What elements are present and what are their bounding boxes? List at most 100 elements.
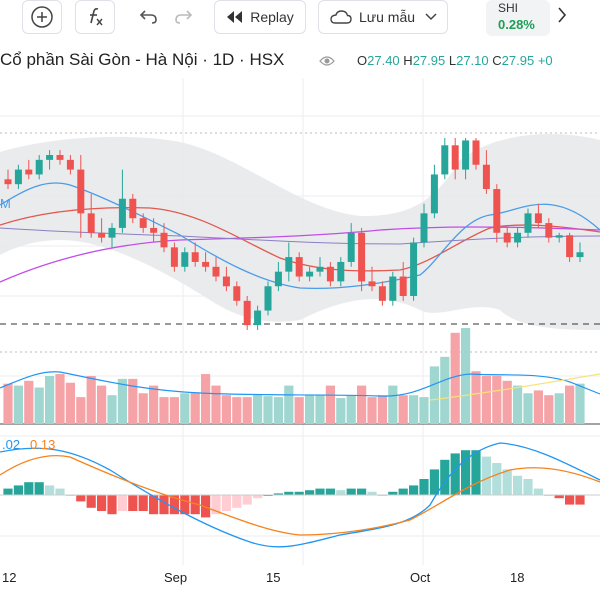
- redo-icon[interactable]: [170, 0, 196, 34]
- macd-bar: [315, 488, 325, 495]
- macd-bar: [169, 495, 179, 515]
- x-axis-label-12: 12: [2, 570, 17, 585]
- macd-bar: [502, 469, 512, 495]
- candle-body: [150, 227, 158, 233]
- candle-body: [441, 145, 449, 175]
- macd-line: [0, 442, 600, 548]
- volume-bar: [13, 385, 23, 424]
- volume-bar: [45, 376, 55, 424]
- volume-bar: [97, 385, 107, 424]
- ticker-badge[interactable]: SHI 0.28%: [486, 0, 550, 36]
- x-axis-label-sep: Sep: [164, 570, 188, 585]
- ma-purple-line: [0, 226, 600, 283]
- volume-bar: [128, 378, 138, 424]
- macd-bar: [3, 488, 13, 495]
- volume-bar: [65, 382, 75, 424]
- candle-body: [4, 179, 12, 185]
- macd-bar: [481, 456, 491, 495]
- volume-bar: [377, 395, 387, 424]
- candle-body: [347, 232, 355, 262]
- macd-bar: [492, 463, 502, 495]
- macd-bar: [180, 495, 190, 515]
- candle-body: [87, 213, 95, 233]
- candle-body: [25, 169, 33, 175]
- volume-bar: [24, 380, 34, 424]
- volume-ma-line: [0, 371, 600, 397]
- cloud-icon: [330, 10, 352, 24]
- volume-bar: [190, 392, 200, 424]
- candle-body: [139, 218, 147, 228]
- candlestick-series: [4, 138, 584, 330]
- macd-bar: [419, 479, 429, 495]
- macd-bar: [336, 490, 346, 495]
- volume-bar: [138, 393, 148, 424]
- candle-body: [430, 174, 438, 214]
- price-marker: M: [0, 196, 11, 211]
- chevron-down-icon: [425, 13, 437, 21]
- volume-bar: [513, 385, 523, 424]
- macd-bar: [523, 479, 533, 495]
- macd-histogram: [3, 450, 585, 518]
- candle-body: [191, 252, 199, 262]
- volume-bar: [367, 397, 377, 424]
- volume-bar: [409, 395, 419, 424]
- save-template-button[interactable]: Lưu mẫu: [318, 0, 448, 34]
- candle-body: [170, 247, 178, 267]
- candle-body: [108, 227, 116, 238]
- macd-bar: [45, 485, 55, 495]
- macd-bar: [201, 495, 211, 518]
- volume-bar: [398, 395, 408, 424]
- macd-bar: [128, 495, 138, 511]
- macd-signal-line: [0, 455, 600, 536]
- candle-body: [56, 155, 64, 160]
- macd-bar: [34, 482, 44, 495]
- chevron-right-icon[interactable]: [556, 6, 576, 28]
- x-axis-label-18: 18: [510, 570, 525, 585]
- candle-body: [358, 232, 366, 282]
- candle-body: [274, 271, 282, 287]
- macd-bar: [357, 488, 367, 495]
- symbol-title: Cổ phần Sài Gòn - Hà Nội · 1D · HSX: [0, 50, 285, 69]
- macd-bar: [325, 488, 335, 495]
- eye-icon[interactable]: [319, 54, 335, 68]
- mid-band-line: [0, 227, 600, 245]
- candle-body: [306, 271, 314, 277]
- undo-icon[interactable]: [136, 0, 162, 34]
- candle-body: [503, 232, 511, 243]
- price-chart[interactable]: [0, 78, 600, 600]
- volume-bar: [180, 393, 190, 424]
- volume-bar: [149, 385, 159, 424]
- candle-body: [254, 310, 262, 326]
- macd-bar: [429, 469, 439, 495]
- macd-bar: [211, 495, 221, 515]
- volume-bar: [325, 385, 335, 424]
- candle-body: [420, 213, 428, 243]
- macd-bar: [284, 491, 294, 495]
- plus-circle-icon: [31, 6, 53, 28]
- volume-series: [3, 328, 585, 424]
- macd-bar: [13, 485, 23, 495]
- candle-body: [472, 140, 480, 165]
- volume-bar: [336, 398, 346, 424]
- candle-body: [222, 276, 230, 287]
- add-indicator-button[interactable]: [22, 0, 62, 34]
- volume-bar: [554, 393, 564, 424]
- candle-body: [514, 232, 522, 243]
- volume-bar: [117, 378, 127, 424]
- volume-ma-long-line: [429, 373, 600, 401]
- volume-bar: [315, 395, 325, 424]
- volume-bar: [3, 383, 13, 424]
- macd-bar: [461, 450, 471, 495]
- candle-body: [118, 198, 126, 228]
- macd-bar: [107, 495, 117, 515]
- macd-bar: [190, 495, 200, 515]
- candle-body: [534, 213, 542, 224]
- macd-bar: [450, 453, 460, 495]
- indicator-templates-button[interactable]: [75, 0, 115, 34]
- volume-bar: [492, 376, 502, 424]
- ticker-change: 0.28%: [498, 17, 535, 32]
- candle-body: [462, 140, 470, 170]
- volume-bar: [242, 397, 252, 424]
- macd-bar: [86, 495, 96, 508]
- replay-button[interactable]: Replay: [214, 0, 306, 34]
